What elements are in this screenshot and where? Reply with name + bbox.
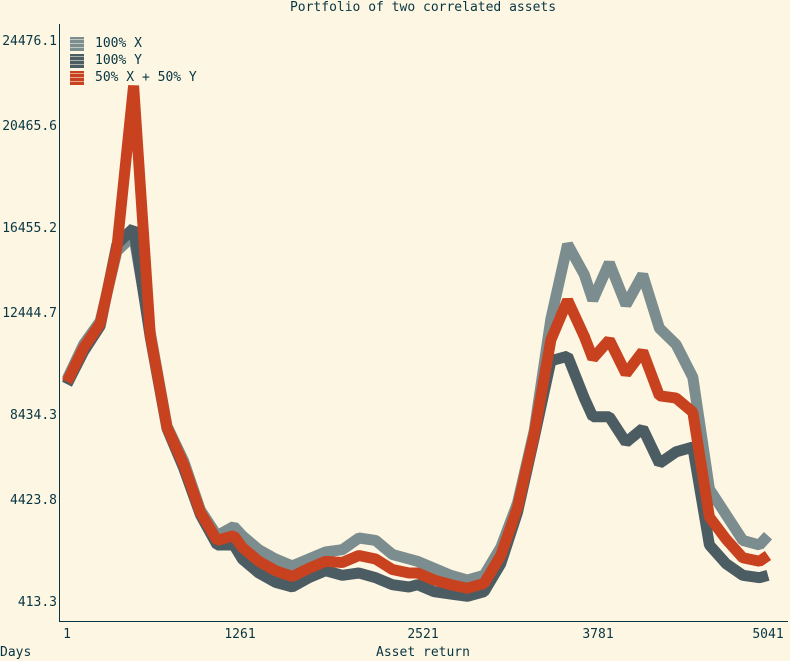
corner-label: Days — [0, 645, 32, 660]
legend-label: 50% X + 50% Y — [95, 70, 197, 85]
x-tick: 3781 — [582, 627, 614, 642]
y-tick: 8434.3 — [10, 408, 57, 423]
x-tick: 1 — [63, 627, 71, 642]
legend-item: 100% Y — [70, 52, 197, 69]
x-tick: 5041 — [752, 627, 784, 642]
chart-title: Portfolio of two correlated assets — [289, 0, 557, 15]
y-tick: 24476.1 — [2, 34, 57, 49]
legend-label: 100% Y — [95, 53, 142, 68]
x-axis-label: Asset return — [376, 645, 470, 660]
legend-item: 100% X — [70, 35, 197, 52]
legend-label: 100% X — [95, 36, 142, 51]
y-tick: 20465.6 — [2, 119, 57, 134]
legend-swatch-icon — [70, 36, 84, 51]
y-tick: 4423.8 — [10, 493, 57, 508]
legend-swatch-icon — [70, 70, 84, 85]
legend: 100% X 100% Y 50% X + 50% Y — [70, 35, 197, 86]
y-tick: 413.3 — [17, 595, 57, 610]
series-line — [62, 85, 772, 594]
legend-swatch-icon — [70, 53, 84, 68]
plot-area — [59, 24, 788, 622]
x-tick: 1261 — [224, 627, 256, 642]
y-tick: 12444.7 — [2, 306, 57, 321]
series-line — [62, 224, 770, 602]
x-tick: 2521 — [407, 627, 439, 642]
series-line — [62, 230, 773, 586]
y-tick: 16455.2 — [2, 221, 57, 236]
legend-item: 50% X + 50% Y — [70, 69, 197, 86]
